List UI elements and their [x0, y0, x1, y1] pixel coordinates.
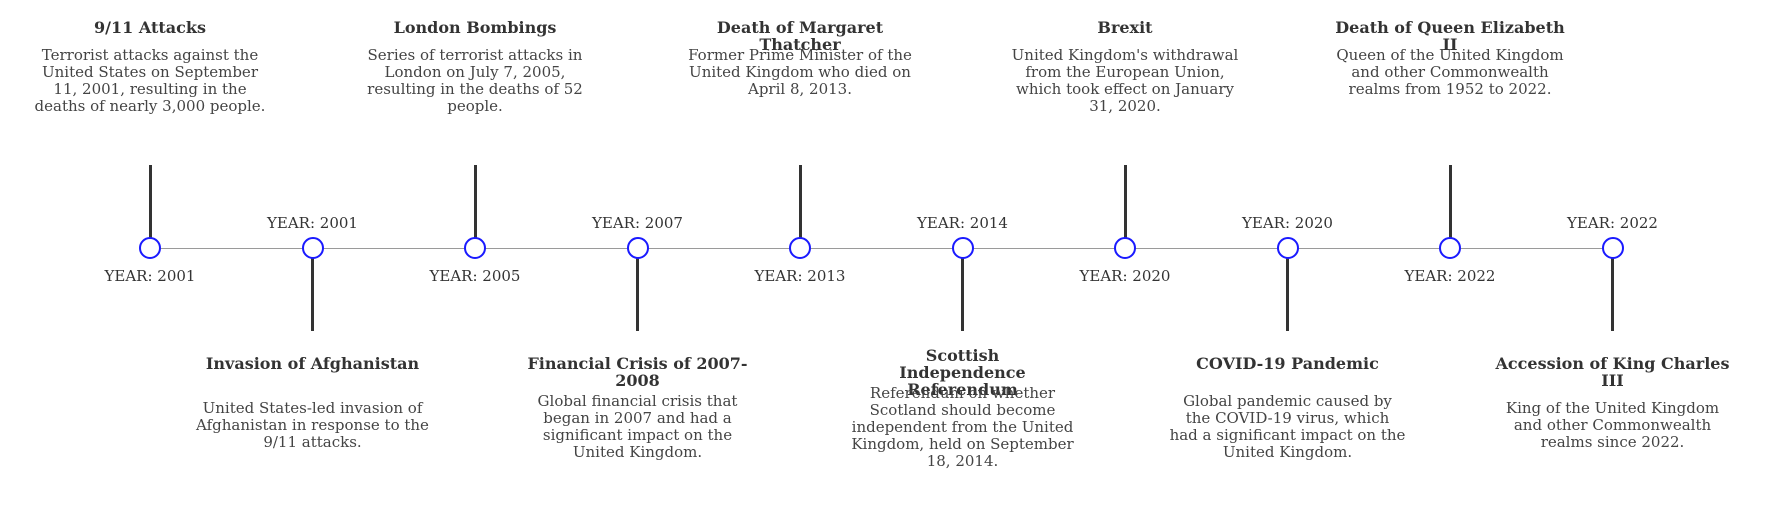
event-description: Series of terrorist attacks in London on… — [367, 46, 583, 115]
event-year-label: YEAR: 2001 — [267, 214, 358, 232]
event-title: Scottish Independence Referendum — [899, 346, 1026, 399]
event-description: Queen of the United Kingdom and other Co… — [1336, 46, 1564, 98]
event-node-circle — [1114, 237, 1136, 259]
event-description: United States-led invasion of Afghanista… — [196, 399, 429, 451]
event-year-label: YEAR: 2005 — [429, 267, 521, 285]
event-node-circle — [301, 237, 324, 259]
event-description: Terrorist attacks against the United Sta… — [34, 46, 266, 115]
event-year-label: YEAR: 2001 — [104, 267, 196, 285]
event-description: Former Prime Minister of the United King… — [688, 46, 912, 98]
event-title: Accession of King Charles III — [1495, 354, 1730, 390]
event-node-circle — [626, 237, 649, 259]
event-connector-line — [1448, 165, 1452, 248]
event-node-circle — [1276, 237, 1299, 259]
event-year-label: YEAR: 2020 — [1242, 214, 1333, 232]
event-node-circle — [951, 237, 974, 259]
event-connector-line — [1611, 248, 1614, 331]
event-connector-line — [1286, 248, 1289, 331]
event-title: Financial Crisis of 2007-2008 — [527, 354, 748, 390]
event-node-circle — [139, 237, 161, 259]
event-year-label: YEAR: 2007 — [592, 214, 683, 232]
event-title: COVID-19 Pandemic — [1196, 354, 1379, 373]
event-connector-line — [1123, 165, 1127, 248]
event-connector-line — [961, 248, 964, 331]
event-connector-line — [311, 248, 314, 331]
event-connector-line — [473, 165, 477, 248]
event-year-label: YEAR: 2014 — [917, 214, 1008, 232]
event-description: Global pandemic caused by the COVID-19 v… — [1169, 392, 1406, 461]
timeline-axis-line — [150, 248, 1612, 249]
event-title: Death of Margaret Thatcher — [716, 18, 884, 54]
event-title: Death of Queen Elizabeth II — [1335, 18, 1565, 54]
event-year-label: YEAR: 2013 — [754, 267, 846, 285]
event-title: Brexit — [1097, 18, 1153, 37]
event-title: London Bombings — [393, 18, 557, 37]
event-description: Global financial crisis that began in 20… — [537, 392, 738, 461]
event-node-circle — [1439, 237, 1461, 259]
event-node-circle — [1601, 237, 1624, 259]
event-title: 9/11 Attacks — [94, 18, 206, 37]
event-description: King of the United Kingdom and other Com… — [1505, 399, 1720, 451]
event-year-label: YEAR: 2022 — [1567, 214, 1658, 232]
event-node-circle — [464, 237, 486, 259]
event-description: Referendum on whether Scotland should be… — [851, 384, 1074, 470]
event-description: United Kingdom's withdrawal from the Eur… — [1011, 46, 1239, 115]
event-title: Invasion of Afghanistan — [205, 354, 420, 373]
event-connector-line — [148, 165, 152, 248]
event-connector-line — [636, 248, 639, 331]
event-year-label: YEAR: 2022 — [1404, 267, 1496, 285]
event-year-label: YEAR: 2020 — [1079, 267, 1171, 285]
event-connector-line — [798, 165, 802, 248]
event-node-circle — [789, 237, 811, 259]
